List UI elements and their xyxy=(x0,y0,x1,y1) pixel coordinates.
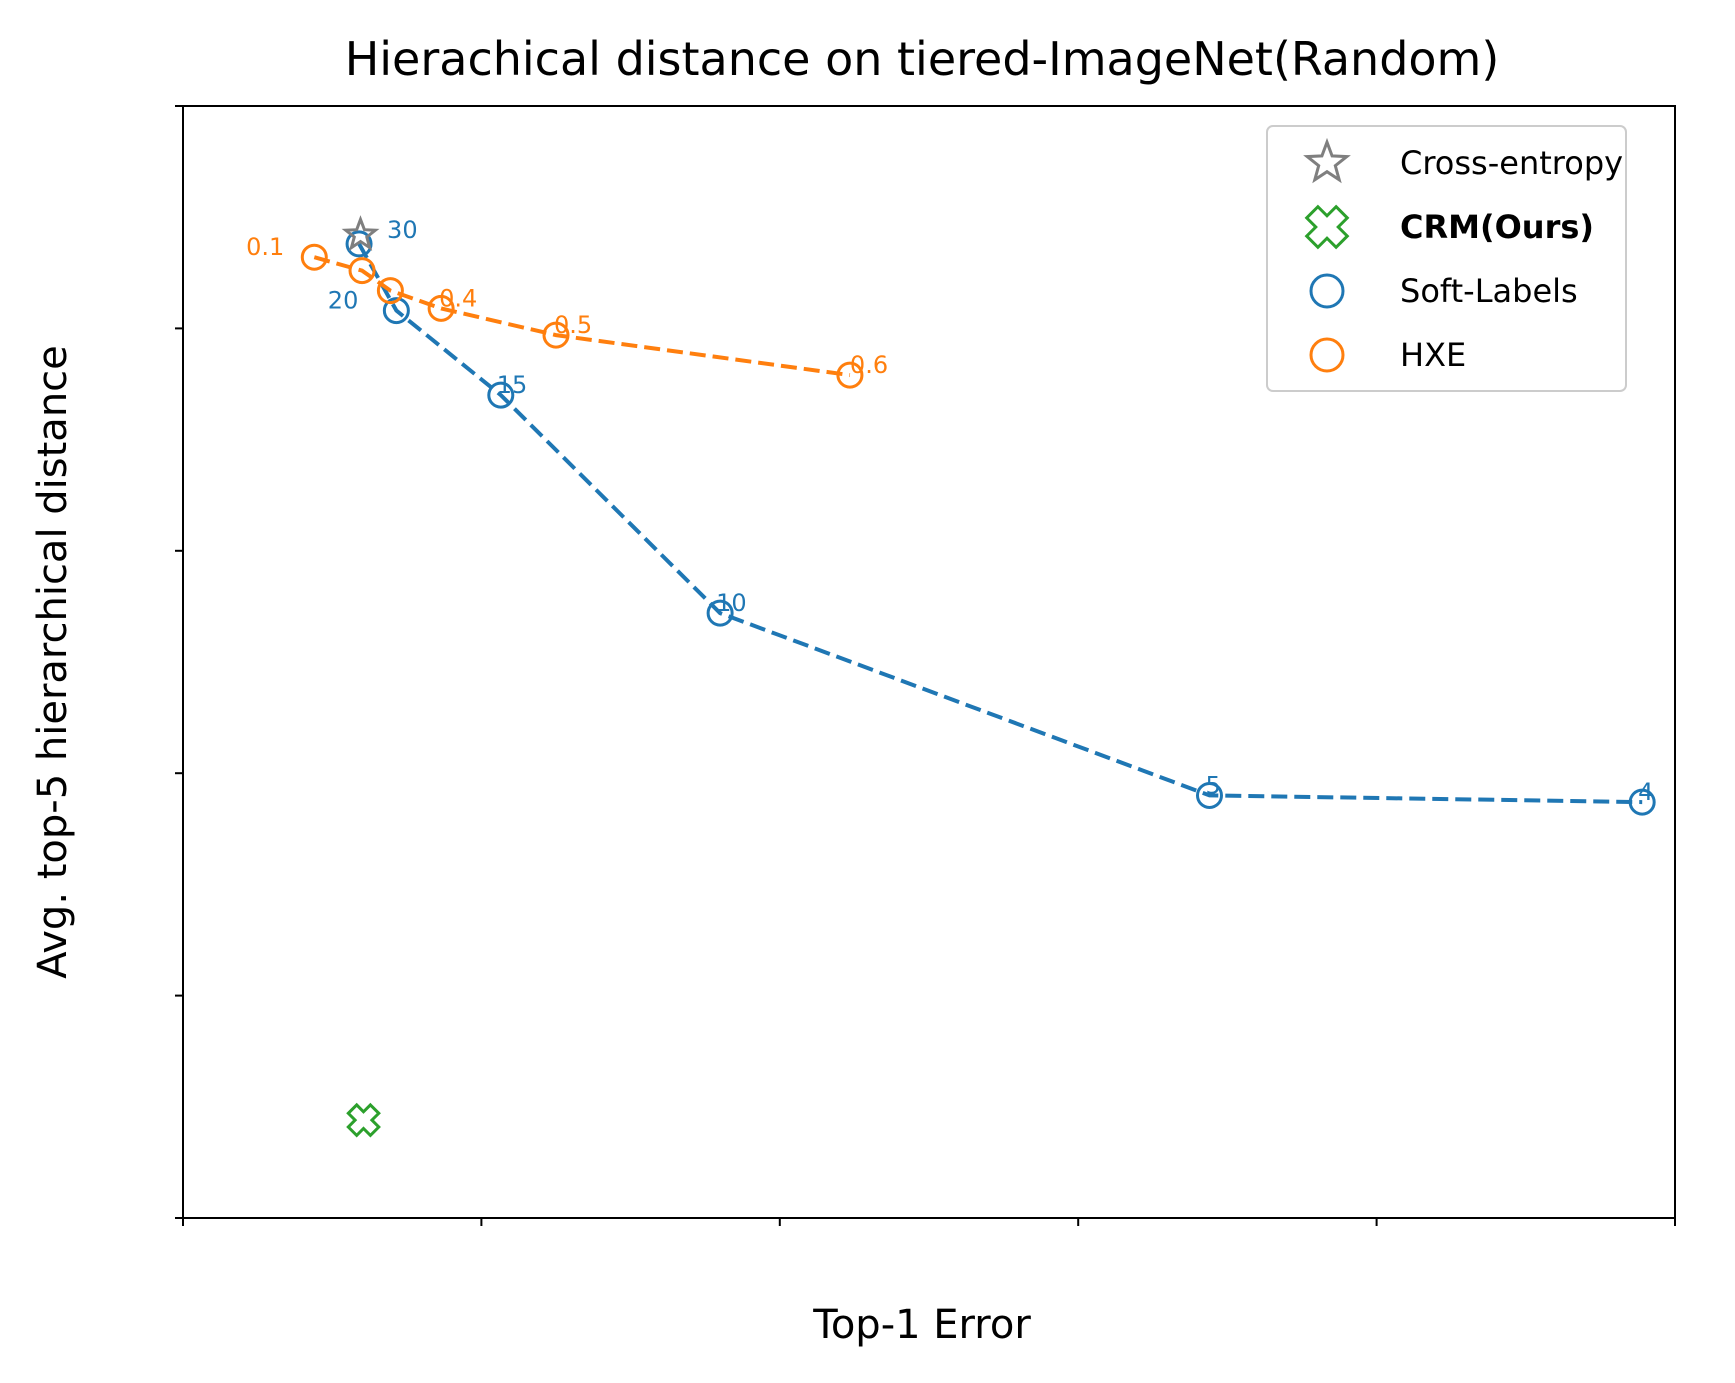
soft-labels-point-label: 20 xyxy=(328,287,359,315)
hxe-line xyxy=(313,255,851,378)
axes-layer xyxy=(175,105,1676,1226)
soft-labels-point xyxy=(706,599,734,627)
soft-labels-point-label: 30 xyxy=(387,216,418,244)
legend-cross-entropy-marker xyxy=(1303,137,1351,184)
legend-soft-labels-label: Soft-Labels xyxy=(1400,272,1578,310)
legend-hxe-marker xyxy=(1309,337,1345,373)
soft-labels-point xyxy=(345,230,373,258)
soft-labels-point-label: 15 xyxy=(497,371,528,399)
legend-crm-ours-label: CRM(Ours) xyxy=(1400,208,1594,246)
soft-labels-line xyxy=(357,242,1643,805)
hxe-point xyxy=(836,361,864,389)
legend-cross-entropy-label: Cross-entropy xyxy=(1400,144,1623,182)
soft-labels-point xyxy=(487,381,515,409)
x-axis-title: Top-1 Error xyxy=(812,1302,1031,1348)
soft-labels-point xyxy=(382,297,410,325)
series-lines xyxy=(313,242,1643,805)
legend-crm-ours-marker xyxy=(1304,204,1350,250)
hxe-point-label: 0.1 xyxy=(246,233,284,261)
chart-title: Hierachical distance on tiered-ImageNet(… xyxy=(345,32,1500,86)
crm-ours-point xyxy=(346,1102,381,1138)
hxe-point xyxy=(427,294,455,322)
hxe-point xyxy=(542,321,570,349)
soft-labels-point xyxy=(1628,788,1656,816)
plot-frame xyxy=(182,105,1676,1219)
legend-box xyxy=(1266,125,1627,392)
data-marks xyxy=(300,215,1656,1138)
legend-soft-labels-marker xyxy=(1309,273,1345,309)
hxe-point xyxy=(300,243,328,271)
soft-labels-point xyxy=(1195,781,1223,809)
legend: Cross-entropy CRM(Ours) Soft-Labels HXE xyxy=(1266,125,1627,392)
hxe-point xyxy=(348,257,376,285)
hxe-point-label: 0.5 xyxy=(554,311,592,339)
hxe-point-label: 0.4 xyxy=(439,284,477,312)
hxe-point-label: 0.6 xyxy=(850,351,888,379)
soft-labels-point-label: 5 xyxy=(1205,771,1220,799)
data-labels: 30 20 15 10 5 4 0.1 0.4 0.5 0.6 xyxy=(246,216,1653,806)
hxe-point xyxy=(376,277,404,305)
cross-entropy-point xyxy=(341,215,380,252)
legend-hxe-label: HXE xyxy=(1400,336,1466,374)
y-axis-title: Avg. top-5 hierarchical distance xyxy=(30,345,76,979)
soft-labels-point-label: 10 xyxy=(716,589,747,617)
soft-labels-point-label: 4 xyxy=(1638,778,1653,806)
